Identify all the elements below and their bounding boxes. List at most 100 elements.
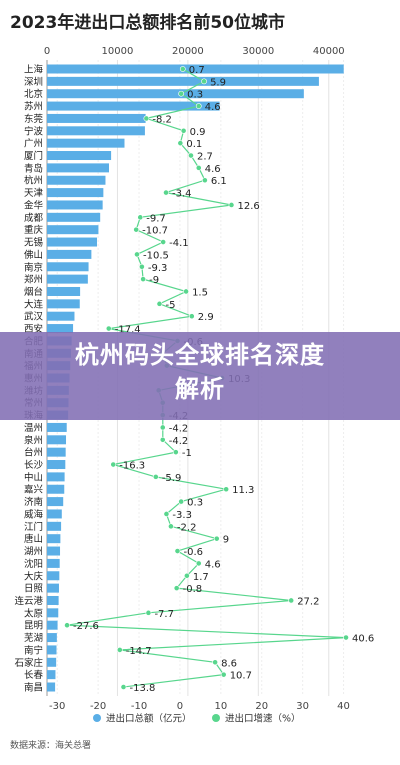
- legend-bar-label: 进出口总额（亿元）: [106, 713, 192, 725]
- growth-label: -9.7: [146, 213, 166, 224]
- bar-温州: [47, 422, 67, 432]
- growth-label: -27.6: [73, 621, 99, 632]
- category-label: 日照: [24, 584, 44, 595]
- growth-label: -14.7: [126, 646, 152, 657]
- growth-label: 12.6: [237, 201, 259, 212]
- growth-label: 1.5: [192, 287, 208, 298]
- category-label: 温州: [24, 423, 43, 434]
- growth-label: 0.3: [187, 498, 203, 509]
- category-label: 长春: [24, 669, 44, 681]
- growth-point-东莞: [143, 115, 150, 122]
- growth-point-昆明: [64, 622, 70, 629]
- growth-label: 0.3: [187, 90, 203, 101]
- bar-佛山: [47, 249, 92, 259]
- category-label: 济南: [24, 496, 43, 508]
- growth-point-青岛: [195, 164, 202, 171]
- growth-label: -5: [165, 300, 175, 311]
- bar-厦门: [47, 151, 112, 161]
- growth-label: 10.7: [230, 671, 252, 682]
- growth-point-南宁: [116, 647, 123, 653]
- bar-太原: [47, 608, 59, 618]
- growth-point-长春: [220, 671, 227, 678]
- bar-烟台: [47, 286, 81, 296]
- bar-金华: [47, 200, 103, 210]
- category-label: 重庆: [24, 224, 44, 236]
- category-label: 宁波: [24, 125, 44, 137]
- growth-label: -0.6: [183, 547, 203, 558]
- growth-point-南昌: [120, 684, 127, 690]
- category-label: 苏州: [24, 101, 43, 113]
- bar-长春: [47, 670, 56, 680]
- category-label: 厦门: [24, 150, 43, 162]
- top-tick-label: 30000: [242, 46, 274, 57]
- growth-label: 6.1: [211, 176, 227, 187]
- category-label: 沈阳: [24, 558, 43, 570]
- category-label: 武汉: [24, 311, 44, 323]
- bar-西安: [47, 324, 74, 334]
- bottom-tick-label: 0: [177, 701, 183, 712]
- category-label: 无锡: [24, 237, 43, 249]
- category-label: 昆明: [24, 621, 43, 632]
- category-label: 东莞: [24, 113, 44, 125]
- bottom-tick-label: 20: [255, 701, 268, 712]
- growth-point-台州: [172, 449, 179, 456]
- growth-label: 0.7: [189, 65, 205, 76]
- growth-point-日照: [173, 585, 180, 592]
- headline-line-1: 杭州码头全球排名深度: [75, 341, 325, 369]
- category-label: 大庆: [24, 570, 44, 582]
- growth-point-太原: [145, 609, 152, 616]
- category-label: 连云港: [14, 595, 43, 607]
- growth-label: -3.3: [172, 510, 192, 521]
- growth-point-中山: [152, 473, 159, 480]
- growth-label: -0.8: [183, 584, 203, 595]
- category-label: 天津: [24, 188, 44, 199]
- data-source: 数据来源：海关总署: [10, 741, 92, 751]
- bar-郑州: [47, 274, 88, 284]
- growth-label: 4.6: [205, 559, 221, 570]
- growth-label: 0.9: [190, 127, 206, 138]
- growth-point-连云港: [288, 597, 295, 604]
- growth-point-北京: [178, 90, 185, 97]
- growth-label: -10.5: [143, 250, 169, 261]
- legend-line-label: 进出口增速（%）: [225, 713, 301, 725]
- bar-唐山: [47, 534, 61, 544]
- growth-point-上海: [179, 66, 186, 72]
- growth-point-武汉: [188, 313, 195, 320]
- top-axis-ticks: 0 10000 20000 30000 40000: [44, 46, 345, 57]
- category-label: 威海: [24, 508, 44, 520]
- growth-label: 0.1: [186, 139, 202, 150]
- bar-济南: [47, 497, 64, 507]
- growth-point-重庆: [133, 226, 140, 233]
- growth-point-沈阳: [195, 560, 202, 567]
- growth-point-芜湖: [343, 634, 349, 641]
- growth-point-天津: [163, 189, 169, 196]
- growth-label: -8.2: [152, 114, 172, 125]
- growth-label: 40.6: [352, 634, 374, 645]
- bar-威海: [47, 509, 62, 519]
- bar-大庆: [47, 571, 60, 581]
- growth-point-成都: [137, 214, 144, 221]
- growth-point-江门: [168, 523, 174, 530]
- growth-label: -5.9: [162, 473, 182, 484]
- growth-label: 1.7: [193, 572, 209, 583]
- bottom-tick-label: -10: [131, 701, 147, 712]
- growth-point-济南: [178, 498, 185, 505]
- growth-label: 5.9: [210, 77, 226, 88]
- growth-point-宁波: [180, 127, 187, 134]
- category-label: 金华: [24, 199, 44, 211]
- bar-天津: [47, 188, 104, 198]
- category-label: 南京: [24, 261, 43, 273]
- category-label: 大连: [24, 298, 44, 310]
- growth-point-郑州: [140, 276, 147, 283]
- legend: 进出口总额（亿元） 进出口增速（%）: [93, 713, 301, 725]
- category-label: 南昌: [24, 682, 43, 694]
- category-label: 杭州: [24, 175, 43, 187]
- category-label: 嘉兴: [24, 484, 43, 496]
- category-label: 湖州: [24, 547, 43, 558]
- growth-point-烟台: [183, 288, 189, 295]
- growth-point-厦门: [188, 152, 194, 159]
- growth-point-长沙: [110, 461, 117, 468]
- growth-point-威海: [163, 511, 170, 517]
- legend-line-swatch: [212, 714, 220, 722]
